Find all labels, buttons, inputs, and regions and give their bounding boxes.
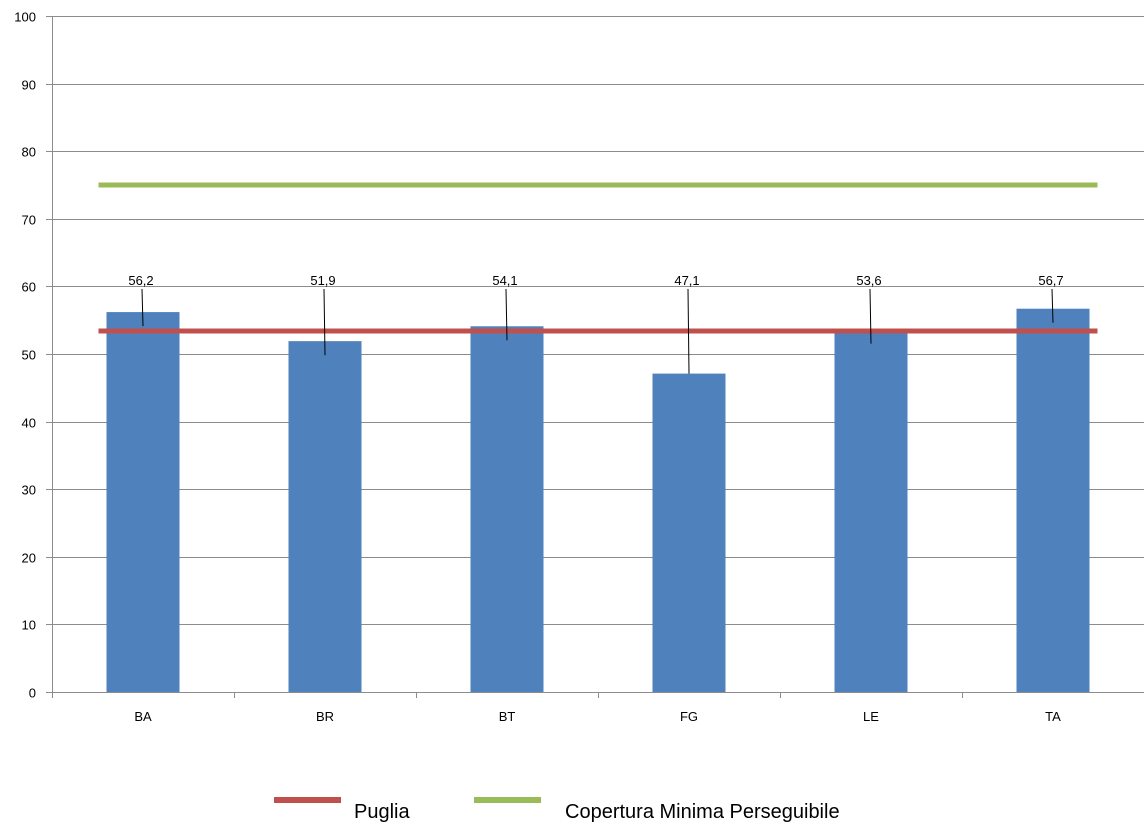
data-label-leader xyxy=(505,288,508,341)
data-label-leader xyxy=(687,288,690,374)
x-tick-label: BT xyxy=(499,709,516,724)
data-label: 54,1 xyxy=(492,273,517,288)
bar-fg xyxy=(652,373,726,692)
x-tick-label: BR xyxy=(316,709,334,724)
data-label-leader xyxy=(1051,288,1054,323)
y-tick-label: 50 xyxy=(22,348,36,363)
data-label: 51,9 xyxy=(310,273,335,288)
legend-swatch xyxy=(474,797,541,803)
y-tick-label: 90 xyxy=(22,78,36,93)
y-tick-label: 10 xyxy=(22,618,36,633)
bar-bt xyxy=(470,326,544,692)
y-tick-label: 60 xyxy=(22,280,36,295)
bar-ta xyxy=(1016,308,1090,692)
data-label-leader xyxy=(141,288,144,327)
bar-br xyxy=(288,341,362,692)
legend-label: Copertura Minima Perseguibile xyxy=(565,801,840,823)
legend-swatch xyxy=(274,797,341,803)
y-tick-label: 30 xyxy=(22,483,36,498)
data-label: 47,1 xyxy=(674,273,699,288)
y-tick-label: 0 xyxy=(29,686,36,701)
x-tick-label: TA xyxy=(1045,709,1061,724)
x-tick-label: LE xyxy=(863,709,879,724)
data-label-leader xyxy=(323,288,326,356)
x-tick-label: FG xyxy=(680,709,698,724)
y-tick-label: 70 xyxy=(22,213,36,228)
y-tick-label: 40 xyxy=(22,416,36,431)
legend-label: Puglia xyxy=(354,801,410,823)
data-label: 53,6 xyxy=(856,273,881,288)
y-tick-label: 100 xyxy=(14,10,36,25)
x-tick-label: BA xyxy=(134,709,152,724)
bar-le xyxy=(834,329,908,692)
bar-ba xyxy=(106,312,180,692)
data-label-leader xyxy=(869,288,872,344)
y-tick-label: 20 xyxy=(22,551,36,566)
data-label: 56,7 xyxy=(1038,273,1063,288)
data-label: 56,2 xyxy=(128,273,153,288)
y-tick-label: 80 xyxy=(22,145,36,160)
